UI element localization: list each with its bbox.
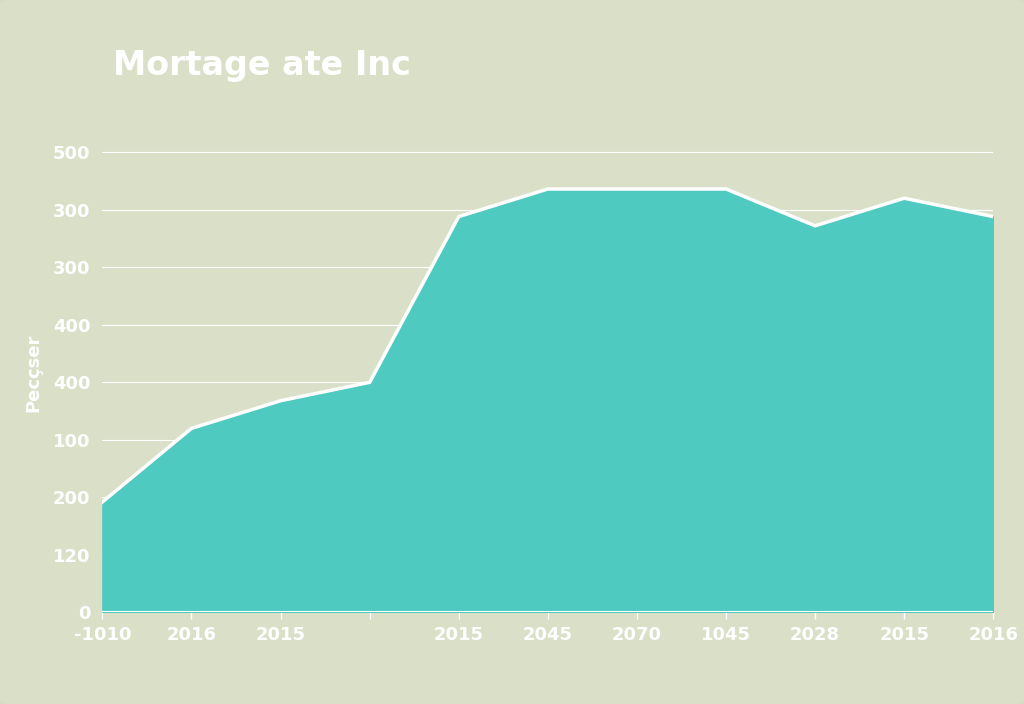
Text: Mortage ate Inc: Mortage ate Inc xyxy=(113,49,411,82)
Y-axis label: Pecçser: Pecçser xyxy=(24,334,42,413)
